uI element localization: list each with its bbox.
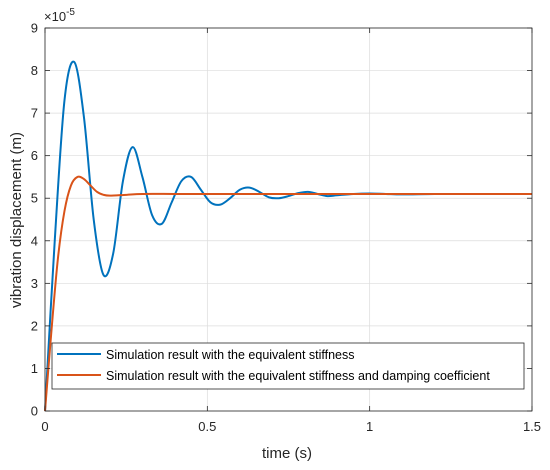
legend-label-series-2: Simulation result with the equivalent st… [106,369,490,383]
legend-box [51,342,525,390]
y-tick-label: 0 [31,404,38,419]
y-tick-label: 1 [31,361,38,376]
x-axis-label: time (s) [262,445,312,462]
y-axis-label: vibration displacement (m) [8,132,25,308]
y-exponent-label: ×10-5 [44,7,75,24]
y-tick-label: 5 [31,191,38,206]
plot-frame [44,27,533,412]
y-tick-label: 3 [31,276,38,291]
x-tick-label: 1.5 [523,419,541,434]
y-tick-label: 8 [31,63,38,78]
legend-label-series-1: Simulation result with the equivalent st… [106,348,355,362]
axis-ticks [44,27,533,412]
x-tick-label: 1 [366,419,373,434]
x-tick-label: 0 [41,419,48,434]
series-line-2 [44,175,532,412]
tick-labels: 0 0.5 1 1.5 0 1 2 3 4 5 6 7 8 9 [31,21,541,435]
y-tick-label: 2 [31,318,38,333]
y-tick-label: 7 [31,106,38,121]
y-tick-label: 6 [31,148,38,163]
y-tick-label: 9 [31,21,38,36]
x-tick-label: 0.5 [198,419,216,434]
y-tick-label: 4 [31,233,38,248]
series-layer [44,60,532,412]
legend: Simulation result with the equivalent st… [51,342,525,390]
